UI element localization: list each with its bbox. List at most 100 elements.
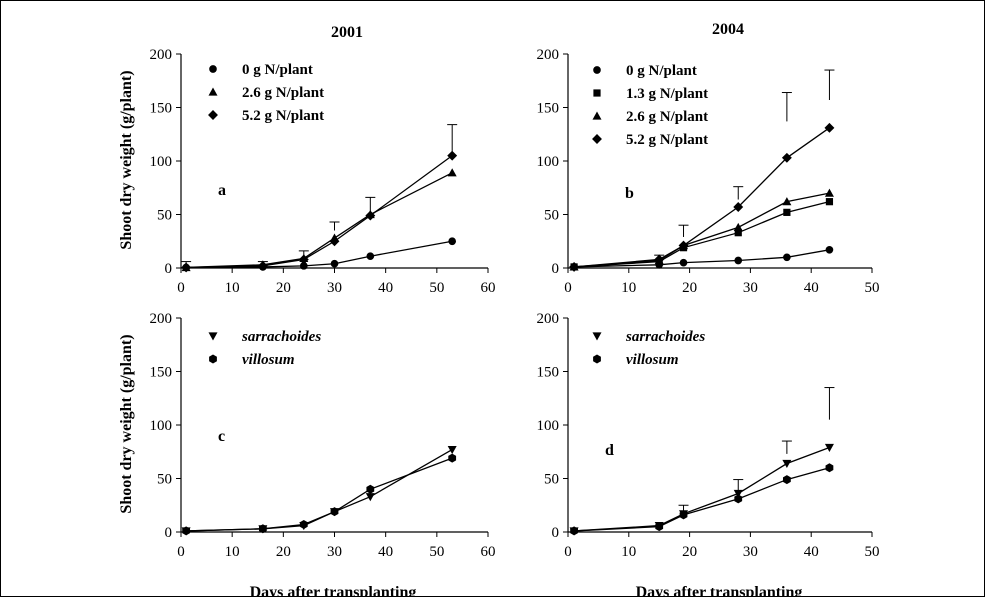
data-point	[782, 197, 792, 206]
data-point	[299, 262, 308, 270]
x-tick-label: 50	[865, 280, 880, 296]
legend-marker	[208, 110, 218, 120]
x-tick-label: 40	[378, 280, 393, 296]
data-point	[448, 453, 457, 463]
data-point	[366, 484, 375, 494]
y-tick-label: 200	[537, 47, 560, 63]
y-axis-label-bottom: Shoot dry weight (g/plant)	[118, 334, 135, 513]
data-point	[783, 208, 791, 216]
y-tick-label: 0	[552, 261, 560, 277]
x-tick-label: 20	[682, 544, 697, 560]
legend-marker	[209, 354, 217, 364]
legend-label: 0 g N/plant	[242, 62, 313, 78]
data-point	[182, 526, 191, 536]
data-point	[824, 443, 834, 452]
data-point	[734, 256, 743, 265]
series-line-0	[574, 446, 830, 532]
panel-label: b	[625, 185, 634, 202]
x-tick-label: 40	[804, 280, 819, 296]
y-tick-label: 0	[165, 261, 173, 277]
y-tick-label: 150	[537, 101, 560, 117]
legend-marker	[592, 332, 602, 341]
x-tick-label: 20	[276, 280, 291, 296]
y-tick-label: 150	[537, 365, 560, 381]
y-tick-label: 50	[157, 472, 172, 488]
data-point	[330, 507, 339, 517]
data-point	[825, 463, 834, 473]
data-point	[734, 494, 743, 504]
series-line-2	[574, 192, 830, 268]
data-point	[447, 150, 458, 161]
series-line-1	[574, 201, 830, 268]
data-point	[824, 122, 835, 133]
y-tick-label: 100	[537, 418, 560, 434]
x-tick-label: 20	[276, 544, 291, 560]
legend-marker	[592, 134, 602, 144]
y-tick-label: 150	[150, 101, 173, 117]
data-point	[824, 188, 834, 197]
data-point	[257, 260, 268, 271]
y-tick-label: 150	[150, 365, 173, 381]
col-title-2004: 2004	[712, 21, 744, 38]
y-tick-label: 50	[544, 208, 559, 224]
data-point	[299, 520, 308, 530]
x-tick-label: 60	[481, 280, 496, 296]
data-point	[825, 245, 834, 254]
y-tick-label: 50	[544, 472, 559, 488]
series-line-0	[574, 249, 830, 268]
x-tick-label: 30	[743, 280, 758, 296]
x-tick-label: 0	[564, 544, 572, 560]
legend-label: 0 g N/plant	[626, 63, 697, 79]
legend-label: 1.3 g N/plant	[626, 86, 708, 102]
x-tick-label: 30	[327, 544, 342, 560]
y-tick-label: 200	[150, 311, 173, 327]
data-point	[448, 237, 457, 246]
y-tick-label: 100	[537, 154, 560, 170]
data-point	[825, 198, 834, 206]
data-point	[654, 254, 665, 265]
data-point	[679, 510, 688, 520]
y-tick-label: 100	[150, 418, 173, 434]
data-point	[366, 252, 375, 261]
x-tick-label: 20	[682, 280, 697, 296]
y-tick-label: 50	[157, 208, 172, 224]
data-point	[298, 254, 309, 265]
data-point	[258, 524, 267, 534]
chart-panel-d: 0 50 100 150 200 0 10 20 30 40 50 sarrachoides villo…	[537, 311, 880, 560]
x-tick-label: 10	[225, 544, 240, 560]
data-point	[733, 202, 744, 212]
series-line-3	[574, 127, 830, 268]
y-tick-label: 0	[165, 525, 173, 541]
x-tick-label: 60	[481, 544, 496, 560]
data-point	[569, 261, 580, 272]
data-point	[679, 258, 688, 267]
x-tick-label: 50	[865, 544, 880, 560]
legend-label: sarrachoides	[625, 329, 705, 345]
y-tick-label: 200	[537, 311, 560, 327]
x-tick-label: 40	[804, 544, 819, 560]
chart-panel-c: 0 50 100 150 200 0 10 20 30 40 50 60 sarrachoides vil…	[150, 311, 496, 560]
x-tick-label: 10	[225, 280, 240, 296]
data-point	[570, 526, 578, 536]
legend-marker	[208, 332, 218, 341]
legend-marker	[209, 65, 217, 73]
x-tick-label: 40	[378, 544, 393, 560]
y-axis-label-top: Shoot dry weight (g/plant)	[118, 70, 135, 249]
data-point	[781, 152, 792, 163]
data-point	[330, 259, 339, 268]
data-point	[447, 168, 457, 177]
panel-label: d	[605, 442, 614, 459]
legend-label: 5.2 g N/plant	[626, 132, 708, 148]
panel-label: a	[218, 182, 226, 199]
panel-label: c	[218, 428, 225, 445]
y-tick-label: 200	[150, 47, 173, 63]
series-line-0	[186, 240, 453, 269]
x-tick-label: 30	[743, 544, 758, 560]
legend-label: villosum	[242, 352, 295, 368]
x-tick-label: 30	[327, 280, 342, 296]
chart-panel-b: 0 50 100 150 200 0 10 20 30 40 50 0 g N/plant 1.3 g …	[537, 47, 880, 296]
x-tick-label: 10	[621, 544, 636, 560]
